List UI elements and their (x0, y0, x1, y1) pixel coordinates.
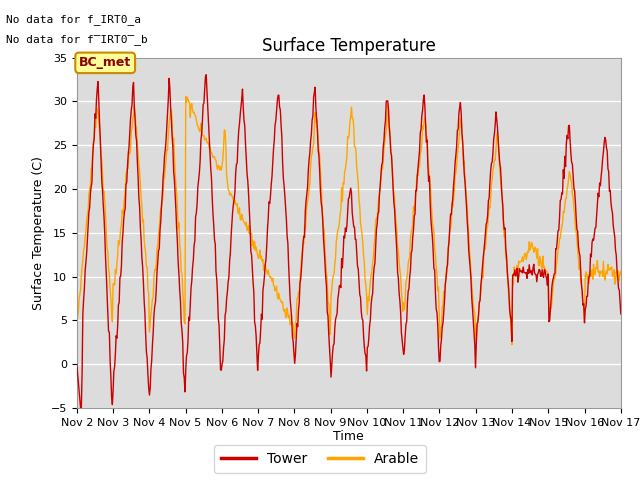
Text: BC_met: BC_met (79, 56, 131, 70)
Legend: Tower, Arable: Tower, Arable (214, 445, 426, 473)
Title: Surface Temperature: Surface Temperature (262, 36, 436, 55)
Text: No data for f_IRT0_a: No data for f_IRT0_a (6, 14, 141, 25)
Text: No data for f̅IRT0̅_b: No data for f̅IRT0̅_b (6, 34, 148, 45)
Y-axis label: Surface Temperature (C): Surface Temperature (C) (32, 156, 45, 310)
X-axis label: Time: Time (333, 431, 364, 444)
